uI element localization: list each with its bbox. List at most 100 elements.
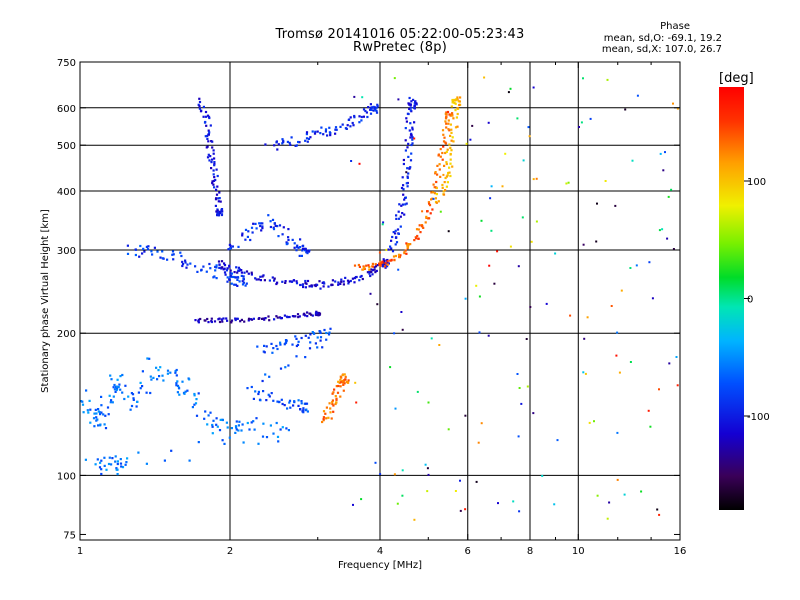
data-point xyxy=(119,388,122,391)
data-point xyxy=(635,264,638,267)
data-point xyxy=(411,136,414,139)
data-point xyxy=(623,493,626,496)
data-point xyxy=(360,119,363,122)
data-point xyxy=(116,387,119,390)
data-point xyxy=(206,134,209,138)
data-point xyxy=(212,149,215,152)
data-point xyxy=(298,246,302,249)
data-point xyxy=(257,442,260,445)
data-point xyxy=(530,240,533,243)
data-point xyxy=(667,195,670,198)
data-point xyxy=(273,144,276,147)
data-point xyxy=(216,425,219,428)
data-point xyxy=(349,125,352,128)
data-point xyxy=(96,458,99,461)
data-point xyxy=(272,432,275,435)
data-point xyxy=(204,115,208,118)
data-point xyxy=(373,268,376,271)
data-point xyxy=(417,228,420,231)
data-point xyxy=(300,402,303,405)
data-point xyxy=(409,136,412,139)
data-point xyxy=(261,225,264,228)
data-point xyxy=(213,176,216,179)
data-point xyxy=(207,414,210,417)
data-point xyxy=(181,380,184,383)
data-point xyxy=(394,229,397,232)
data-point xyxy=(314,342,317,345)
data-point xyxy=(259,275,262,278)
data-point xyxy=(217,197,220,200)
data-point xyxy=(409,106,412,109)
data-point xyxy=(354,276,357,279)
data-point xyxy=(401,494,404,497)
data-point xyxy=(213,157,216,160)
data-point xyxy=(589,117,592,120)
data-point xyxy=(223,271,227,274)
data-point xyxy=(296,313,300,316)
data-point xyxy=(445,150,448,153)
data-point xyxy=(397,210,400,213)
data-point xyxy=(113,383,116,387)
data-point xyxy=(406,185,409,188)
data-point xyxy=(223,262,226,265)
data-point xyxy=(456,112,459,116)
data-point xyxy=(409,166,412,169)
data-point xyxy=(155,366,158,369)
data-point xyxy=(308,347,312,350)
data-point xyxy=(202,105,205,108)
data-point xyxy=(104,414,107,417)
data-point xyxy=(261,379,264,383)
data-point xyxy=(277,440,280,443)
data-point xyxy=(448,166,451,169)
data-point xyxy=(352,503,354,506)
data-point xyxy=(150,378,153,381)
data-point xyxy=(281,138,284,141)
data-point xyxy=(156,378,159,381)
data-point xyxy=(235,426,238,429)
data-point xyxy=(236,276,239,279)
data-point xyxy=(249,238,252,242)
data-point xyxy=(329,407,332,410)
data-point xyxy=(545,302,548,305)
data-point xyxy=(282,226,285,229)
data-point xyxy=(267,214,270,217)
data-point xyxy=(344,276,347,279)
data-point xyxy=(434,197,437,200)
data-point xyxy=(335,128,338,131)
data-point xyxy=(450,131,453,134)
data-point xyxy=(209,124,212,127)
data-point xyxy=(82,411,85,414)
data-point xyxy=(541,474,544,477)
data-point xyxy=(443,181,446,184)
data-point xyxy=(415,102,418,105)
data-point xyxy=(274,224,277,227)
data-point xyxy=(608,501,611,504)
data-point xyxy=(439,210,442,213)
data-point xyxy=(379,262,382,265)
data-point xyxy=(464,297,467,300)
data-point xyxy=(457,100,460,103)
data-point xyxy=(408,167,411,170)
data-point xyxy=(304,249,307,252)
data-point xyxy=(490,229,493,232)
data-point xyxy=(114,460,117,463)
data-point xyxy=(243,320,246,323)
data-point xyxy=(340,280,343,283)
data-point xyxy=(298,315,301,318)
data-point xyxy=(213,161,216,164)
data-point xyxy=(389,366,392,369)
data-point xyxy=(297,404,300,407)
data-point xyxy=(99,423,102,426)
data-point xyxy=(206,114,210,117)
data-point xyxy=(148,357,151,360)
data-point xyxy=(245,270,249,273)
data-point xyxy=(337,283,340,286)
data-point xyxy=(184,390,187,393)
data-point xyxy=(198,100,202,104)
data-point xyxy=(456,96,459,99)
data-point xyxy=(143,250,146,253)
data-point xyxy=(449,114,452,117)
data-point xyxy=(670,188,673,191)
data-point xyxy=(301,249,304,252)
data-point xyxy=(431,191,435,194)
